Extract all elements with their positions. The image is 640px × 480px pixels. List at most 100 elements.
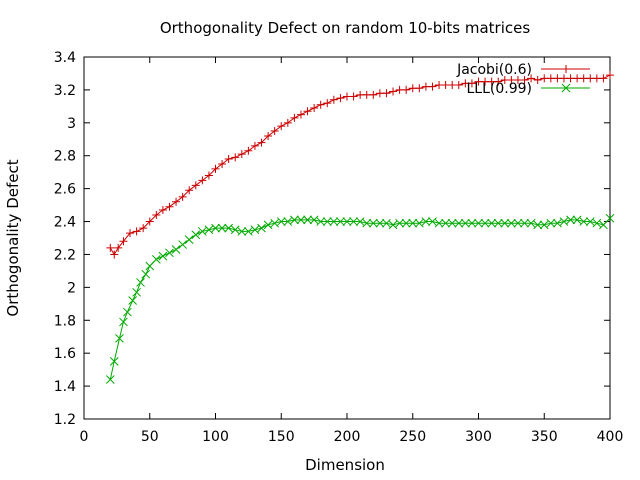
data-point-lll xyxy=(355,217,365,226)
data-point-lll xyxy=(553,218,562,228)
data-point-lll xyxy=(526,218,536,228)
data-point-jacobi xyxy=(126,229,135,238)
data-point-jacobi xyxy=(191,181,200,190)
y-tick-label: 1.4 xyxy=(54,379,76,395)
data-point-jacobi xyxy=(336,94,345,103)
x-axis: 0 50 100 150 200 250 300 350 400 xyxy=(80,57,624,445)
data-point-jacobi xyxy=(237,150,246,159)
data-point-lll xyxy=(119,317,128,327)
data-point-lll xyxy=(217,223,227,233)
legend-label-lll: LLL(0.99) xyxy=(467,81,533,97)
data-point-lll xyxy=(171,245,181,254)
data-point-lll xyxy=(105,375,115,384)
legend-label-jacobi: Jacobi(0.6) xyxy=(456,62,532,78)
y-tick-label: 2.6 xyxy=(54,182,76,198)
x-tick-label: 350 xyxy=(531,429,558,445)
data-point-jacobi xyxy=(119,237,128,246)
data-point-jacobi xyxy=(494,77,503,86)
data-point-jacobi xyxy=(145,217,154,226)
data-point-lll xyxy=(559,217,569,226)
data-point-jacobi xyxy=(211,164,220,173)
x-tick-label: 50 xyxy=(141,429,159,445)
y-tick-label: 3.2 xyxy=(54,83,76,99)
y-tick-label: 2.4 xyxy=(54,215,76,231)
data-point-lll xyxy=(237,227,247,236)
data-point-lll xyxy=(539,220,549,230)
data-point-lll xyxy=(428,217,437,226)
data-point-lll xyxy=(460,218,470,228)
data-point-lll xyxy=(136,278,145,287)
data-point-lll xyxy=(507,218,516,228)
data-point-lll xyxy=(454,218,464,228)
data-point-lll xyxy=(414,218,424,228)
legend-marker-jacobi xyxy=(562,65,570,73)
data-point-lll xyxy=(375,218,385,228)
data-point-jacobi xyxy=(110,250,119,259)
data-point-lll xyxy=(533,220,543,230)
data-point-lll xyxy=(316,217,326,226)
data-point-jacobi xyxy=(204,171,213,180)
data-point-lll xyxy=(467,218,477,228)
data-point-jacobi xyxy=(114,243,123,252)
data-point-lll xyxy=(388,220,398,230)
data-point-jacobi xyxy=(303,107,312,116)
data-point-lll xyxy=(434,218,444,228)
data-point-lll xyxy=(263,220,273,230)
data-point-jacobi xyxy=(165,202,174,211)
data-point-lll xyxy=(474,218,483,228)
data-point-lll xyxy=(128,296,138,305)
data-point-lll xyxy=(592,218,602,228)
data-point-jacobi xyxy=(270,127,279,136)
x-tick-label: 0 xyxy=(80,429,89,445)
data-point-lll xyxy=(605,213,615,223)
data-point-jacobi xyxy=(178,192,187,201)
data-point-jacobi xyxy=(389,87,398,96)
data-point-lll xyxy=(283,217,293,226)
chart-title: Orthogonality Defect on random 10-bits m… xyxy=(160,19,531,37)
data-point-lll xyxy=(447,218,457,228)
data-point-lll xyxy=(336,217,345,226)
data-point-jacobi xyxy=(283,118,292,127)
data-point-jacobi xyxy=(329,95,338,104)
data-point-jacobi xyxy=(415,84,424,93)
data-point-lll xyxy=(257,223,266,233)
data-point-jacobi xyxy=(152,210,161,219)
data-point-lll xyxy=(421,217,431,226)
data-point-lll xyxy=(250,225,260,235)
data-point-lll xyxy=(546,218,556,228)
y-tick-label: 2.8 xyxy=(54,149,76,165)
data-point-lll xyxy=(520,218,529,228)
data-point-jacobi xyxy=(264,131,273,140)
legend: Jacobi(0.6) LLL(0.99) xyxy=(456,62,590,97)
data-point-jacobi xyxy=(296,110,305,119)
data-point-jacobi xyxy=(172,197,181,206)
data-point-jacobi xyxy=(106,243,115,252)
y-tick-label: 2.2 xyxy=(54,247,76,263)
y-axis-title: Orthogonality Defect xyxy=(4,159,22,316)
data-point-jacobi xyxy=(467,79,476,88)
data-point-lll xyxy=(368,218,378,228)
data-point-jacobi xyxy=(231,153,240,162)
data-point-lll xyxy=(184,235,194,244)
data-point-lll xyxy=(296,215,306,225)
data-point-jacobi xyxy=(198,176,207,185)
data-point-lll xyxy=(178,240,187,249)
data-point-jacobi xyxy=(349,92,358,101)
data-point-lll xyxy=(115,334,124,343)
x-tick-label: 400 xyxy=(597,429,624,445)
data-point-jacobi xyxy=(224,155,233,164)
data-point-lll xyxy=(109,357,119,366)
data-point-lll xyxy=(329,217,339,226)
data-point-lll xyxy=(441,218,450,228)
data-point-lll xyxy=(132,287,141,297)
data-point-jacobi xyxy=(139,224,148,233)
y-tick-label: 1.6 xyxy=(54,346,76,362)
y-tick-label: 1.8 xyxy=(54,313,76,329)
data-point-lll xyxy=(493,218,503,228)
data-point-lll xyxy=(224,223,234,233)
data-point-jacobi xyxy=(382,89,391,98)
data-point-jacobi xyxy=(428,82,437,91)
data-point-lll xyxy=(211,223,220,233)
data-point-lll xyxy=(579,217,589,226)
